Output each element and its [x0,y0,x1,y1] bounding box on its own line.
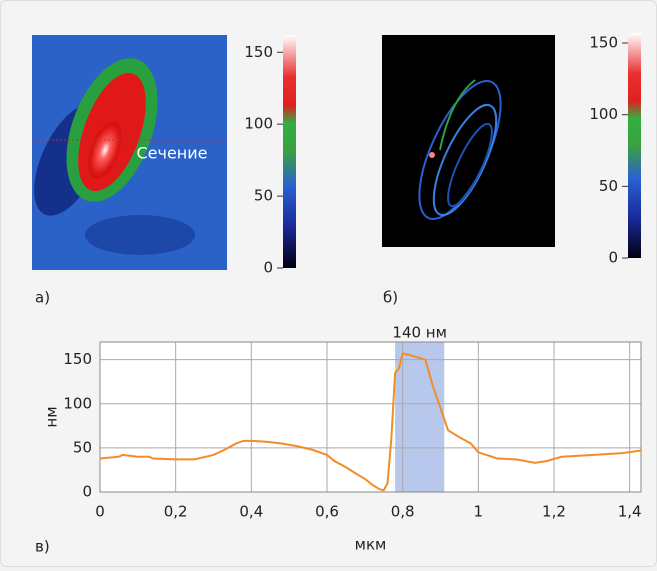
colorbar [628,33,641,258]
data-line [99,352,642,492]
panel-label: в) [35,538,50,556]
plot-border [99,341,642,493]
y-tick-label: 50 [73,438,92,456]
colorbar-tick-label: 50 [599,177,618,195]
x-tick-label: 0 [95,503,105,521]
annotation: 140 нм [392,324,447,342]
x-tick-label: 0,4 [239,503,263,521]
x-tick-label: 0,2 [164,503,188,521]
panel-label: а) [35,289,50,307]
colorbar-tick-label: 100 [244,115,273,133]
highlight-band [395,342,445,492]
image-annotation: Сечение [136,144,207,163]
x-tick-label: 0,6 [315,503,339,521]
x-tick-label: 1,4 [618,503,642,521]
y-tick-label: 100 [63,394,92,412]
x-axis-label: мкм [355,536,387,554]
x-tick-label: 0,8 [391,503,415,521]
x-tick-label: 1,2 [542,503,566,521]
colorbar-tick-label: 0 [263,259,273,277]
y-tick-label: 0 [82,483,92,501]
colorbar-tick-label: 50 [254,187,273,205]
colorbar-tick-label: 0 [608,249,618,267]
panel-label: б) [383,289,398,307]
image-b [382,35,555,247]
plot-area [100,342,641,492]
colorbar-tick-label: 100 [589,105,618,123]
x-tick-label: 1 [474,503,484,521]
y-axis-label: нм [43,406,61,427]
colorbar-tick-label: 150 [589,34,618,52]
colorbar [283,35,296,268]
colorbar-tick-label: 150 [244,43,273,61]
image-a [32,35,227,270]
y-tick-label: 150 [63,350,92,368]
